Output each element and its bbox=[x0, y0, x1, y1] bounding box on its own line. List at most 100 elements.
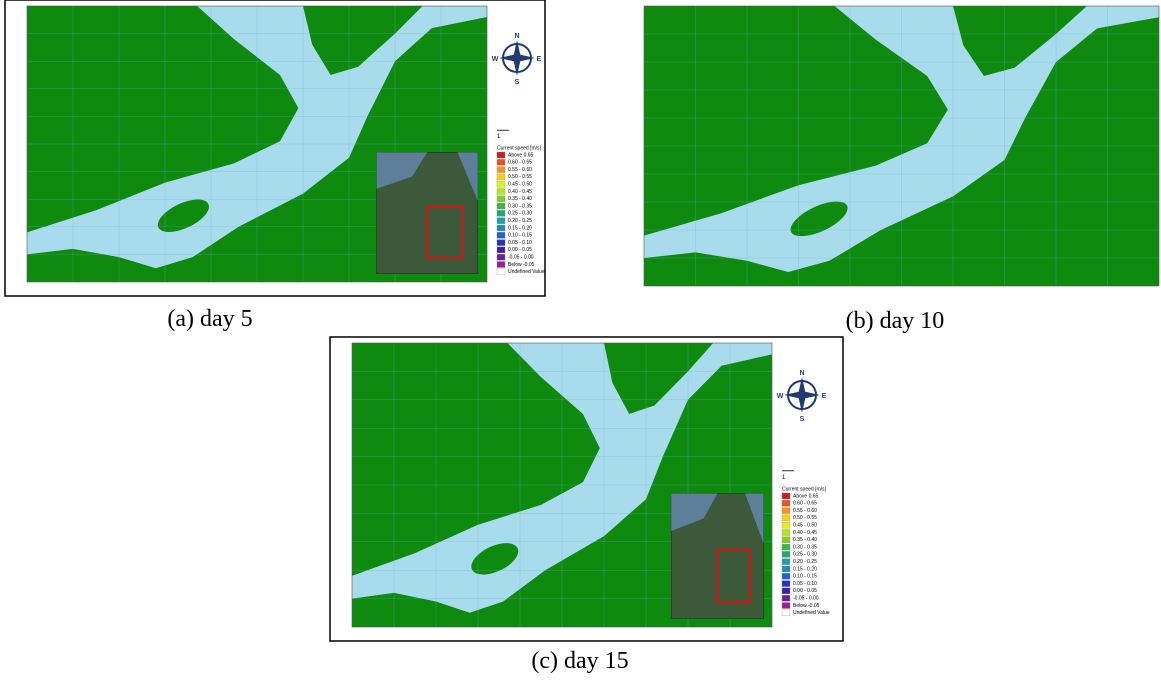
legend-label: 0.20 - 0.25 bbox=[793, 559, 817, 565]
legend-swatch bbox=[496, 224, 506, 232]
legend-swatch bbox=[496, 246, 506, 254]
compass-letter: E bbox=[537, 56, 542, 63]
compass-letter: E bbox=[822, 393, 827, 400]
compass-letter: S bbox=[515, 79, 520, 86]
map-frame bbox=[26, 5, 488, 283]
compass-letter: S bbox=[800, 416, 805, 423]
legend-swatch bbox=[496, 166, 506, 173]
legend-label: Below -0.05 bbox=[793, 603, 820, 609]
legend-label: Above 0.65 bbox=[508, 152, 534, 158]
scale-label: 1 bbox=[782, 475, 786, 481]
panel-caption: (b) day 10 bbox=[846, 308, 945, 334]
legend-swatch bbox=[496, 210, 506, 217]
legend-swatch bbox=[781, 565, 791, 573]
legend-swatch bbox=[496, 195, 506, 202]
legend-swatch bbox=[496, 202, 506, 210]
legend-label: Undefined Value bbox=[508, 269, 545, 275]
legend-swatch bbox=[496, 261, 506, 268]
legend-label: 0.55 - 0.60 bbox=[508, 167, 532, 173]
legend-swatch bbox=[781, 529, 791, 536]
legend-label: Above 0.65 bbox=[793, 493, 819, 499]
inset-sea bbox=[671, 493, 764, 544]
legend-swatch bbox=[496, 181, 506, 188]
legend-swatch bbox=[781, 551, 791, 558]
compass-letter: W bbox=[492, 56, 499, 63]
legend-swatch bbox=[781, 602, 791, 609]
inset-highlight bbox=[426, 205, 464, 259]
legend-swatch bbox=[781, 587, 791, 595]
legend-label: 0.30 - 0.35 bbox=[793, 544, 817, 550]
island bbox=[471, 543, 519, 575]
legend-label: 0.00 - 0.05 bbox=[793, 588, 817, 594]
legend-label: 0.10 - 0.15 bbox=[508, 233, 532, 239]
legend-swatch bbox=[781, 492, 791, 500]
legend-label: 0.05 - 0.10 bbox=[508, 240, 532, 246]
inset-sea bbox=[376, 152, 478, 201]
water bbox=[644, 6, 1159, 272]
map-panel bbox=[643, 5, 1160, 287]
legend-swatch bbox=[781, 558, 791, 565]
compass-star bbox=[499, 40, 535, 76]
legend-label: 0.60 - 0.65 bbox=[508, 160, 532, 166]
legend-label: 0.45 - 0.50 bbox=[793, 523, 817, 529]
scale-label: 1 bbox=[497, 134, 501, 140]
map-panel: N S W E 1 Current speed [m/s]Above 0.65 0.60 -… bbox=[329, 336, 844, 642]
legend-swatch bbox=[781, 514, 791, 522]
legend-label: 0.40 - 0.45 bbox=[793, 530, 817, 536]
legend-swatch bbox=[781, 609, 791, 616]
legend-swatch bbox=[781, 500, 791, 507]
island bbox=[157, 199, 209, 232]
legend-label: 0.60 - 0.65 bbox=[793, 501, 817, 507]
water bbox=[27, 6, 487, 269]
legend-label: 0.05 - 0.10 bbox=[793, 581, 817, 587]
panel-caption: (c) day 15 bbox=[531, 648, 628, 674]
legend-label: 0.50 - 0.55 bbox=[793, 515, 817, 521]
island bbox=[790, 201, 848, 237]
legend-swatch bbox=[781, 580, 791, 587]
map-panel: N S W E 1 Current speed [m/s]Above 0.65 0.60 -… bbox=[4, 0, 546, 297]
legend-label: 0.50 - 0.55 bbox=[508, 174, 532, 180]
legend-label: 0.35 - 0.40 bbox=[508, 196, 532, 202]
legend-swatch bbox=[496, 159, 506, 166]
map-frame bbox=[643, 5, 1160, 287]
legend-swatch bbox=[781, 522, 791, 529]
legend-title: Current speed [m/s] bbox=[782, 486, 827, 492]
legend-label: 0.15 - 0.20 bbox=[508, 225, 532, 231]
inset-highlight bbox=[716, 548, 751, 604]
legend-swatch bbox=[496, 188, 506, 195]
legend-swatch bbox=[496, 239, 506, 246]
legend-label: 0.00 - 0.05 bbox=[508, 247, 532, 253]
legend-label: 0.30 - 0.35 bbox=[508, 203, 532, 209]
legend-label: 0.45 - 0.50 bbox=[508, 182, 532, 188]
legend-swatch bbox=[496, 268, 506, 275]
legend-label: 0.15 - 0.20 bbox=[793, 566, 817, 572]
compass-letter: W bbox=[777, 393, 784, 400]
legend-label: 0.25 - 0.30 bbox=[508, 211, 532, 217]
compass-star bbox=[784, 377, 820, 413]
legend-swatch bbox=[496, 151, 506, 159]
legend-label: Undefined Value bbox=[793, 610, 830, 616]
legend-label: 0.35 - 0.40 bbox=[793, 537, 817, 543]
legend-swatch bbox=[781, 536, 791, 543]
water bbox=[352, 343, 772, 613]
legend-swatch bbox=[781, 595, 791, 602]
legend-label: Below -0.05 bbox=[508, 262, 535, 268]
legend-label: -0.05 - 0.00 bbox=[508, 255, 534, 261]
legend-swatch bbox=[496, 232, 506, 239]
legend-label: 0.10 - 0.15 bbox=[793, 574, 817, 580]
legend-label: 0.55 - 0.60 bbox=[793, 508, 817, 514]
legend-title: Current speed [m/s] bbox=[497, 145, 542, 151]
compass-letter: N bbox=[799, 370, 804, 377]
legend-label: 0.25 - 0.30 bbox=[793, 552, 817, 558]
legend-swatch bbox=[496, 173, 506, 181]
legend-label: -0.05 - 0.00 bbox=[793, 596, 819, 602]
compass-letter: N bbox=[514, 33, 519, 40]
legend-swatch bbox=[781, 573, 791, 580]
legend-swatch bbox=[496, 217, 506, 224]
legend-swatch bbox=[781, 507, 791, 514]
map-frame bbox=[351, 342, 773, 628]
panel-caption: (a) day 5 bbox=[167, 306, 252, 332]
legend-swatch bbox=[781, 543, 791, 551]
legend-label: 0.40 - 0.45 bbox=[508, 189, 532, 195]
